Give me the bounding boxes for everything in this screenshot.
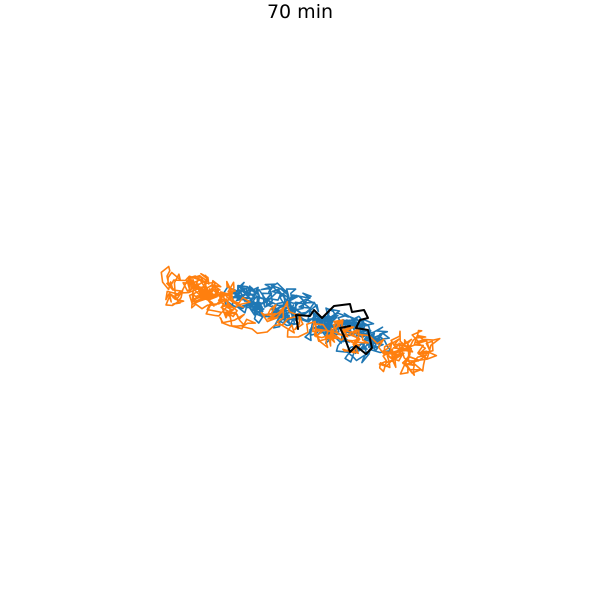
black-trajectory [295,303,373,355]
orange-trajectory-path [160,265,441,377]
plot-title: 70 min [266,1,334,23]
orange-trajectory [160,265,441,377]
